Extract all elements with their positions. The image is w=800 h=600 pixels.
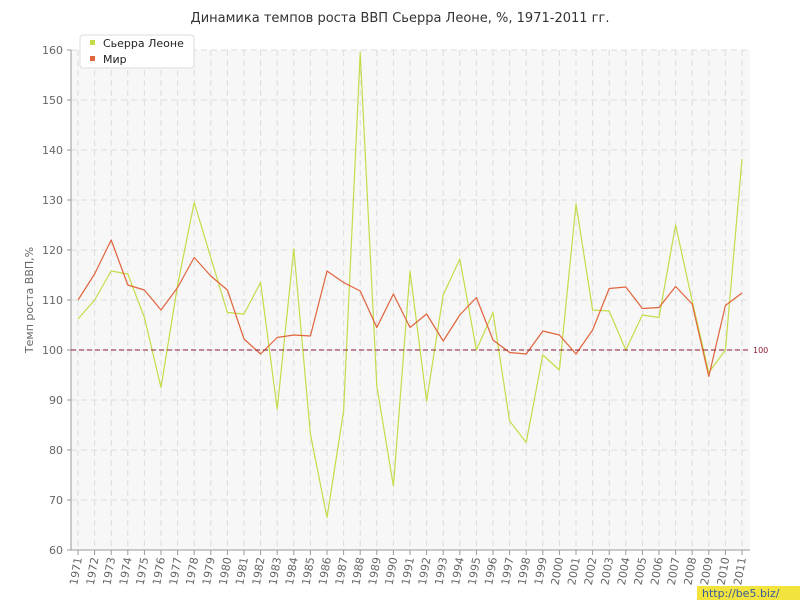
x-tick-label: 2006: [648, 556, 666, 586]
x-tick-label: 1976: [150, 556, 168, 586]
watermark: http://be5.biz/: [697, 586, 800, 600]
x-tick-label: 1994: [449, 556, 467, 586]
x-tick-label: 2002: [582, 556, 600, 586]
reference-line-group: 100: [71, 346, 768, 355]
y-tick-label: 130: [42, 194, 63, 207]
watermark-bg: [697, 586, 800, 600]
y-tick-label: 150: [42, 94, 63, 107]
y-axis-label: Темп роста ВВП,%: [23, 247, 36, 354]
x-tick-label: 1977: [167, 556, 185, 586]
legend: Сьерра Леоне Мир: [79, 34, 195, 69]
legend-label-sierra-leone: Сьерра Леоне: [103, 37, 184, 50]
y-tick-label: 80: [49, 444, 63, 457]
legend-label-world: Мир: [103, 53, 127, 66]
x-tick-label: 2003: [598, 556, 616, 586]
x-tick-label: 1986: [316, 556, 334, 586]
x-tick-label: 2001: [565, 556, 583, 586]
y-tick-label: 90: [49, 394, 63, 407]
x-tick-label: 1993: [432, 556, 450, 586]
x-tick-label: 1992: [416, 556, 434, 586]
x-tick-label: 1990: [383, 556, 401, 586]
x-tick-label: 1991: [399, 556, 417, 586]
y-tick-label: 100: [42, 344, 63, 357]
x-tick-label: 1979: [200, 556, 218, 586]
x-tick-label: 2011: [731, 556, 749, 586]
x-tick-label: 1971: [67, 556, 85, 586]
y-tick-label: 140: [42, 144, 63, 157]
x-tick-label: 2004: [615, 556, 633, 586]
axes: 6070809010011012013014015016019711972197…: [42, 44, 750, 586]
x-tick-label: 1998: [515, 556, 533, 586]
y-tick-label: 160: [42, 44, 63, 57]
series-line-1: [77, 239, 743, 378]
x-tick-label: 1995: [466, 556, 484, 586]
x-tick-label: 1982: [250, 556, 268, 586]
legend-swatch-sierra-leone: [90, 40, 95, 45]
legend-swatch-world: [90, 56, 95, 61]
series-lines: [77, 51, 743, 519]
x-tick-label: 1999: [532, 556, 550, 586]
x-tick-label: 1972: [84, 556, 102, 586]
x-tick-label: 1996: [482, 556, 500, 586]
x-tick-label: 2000: [549, 556, 567, 586]
x-tick-label: 2008: [681, 556, 699, 586]
chart-title: Динамика темпов роста ВВП Сьерра Леоне, …: [191, 11, 610, 26]
x-tick-label: 2005: [632, 556, 650, 586]
x-tick-label: 1997: [499, 556, 517, 586]
y-tick-label: 110: [42, 294, 63, 307]
reference-line-label: 100: [753, 346, 768, 355]
x-tick-label: 1988: [349, 556, 367, 586]
x-tick-label: 1981: [233, 556, 251, 586]
series-line-0: [77, 51, 743, 519]
x-tick-label: 1985: [300, 556, 318, 586]
y-tick-label: 60: [49, 544, 63, 557]
x-tick-label: 1973: [100, 556, 118, 586]
x-tick-label: 1978: [183, 556, 201, 586]
x-tick-label: 2010: [715, 556, 733, 586]
y-tick-label: 70: [49, 494, 63, 507]
y-tick-label: 120: [42, 244, 63, 257]
x-tick-label: 1984: [283, 556, 301, 586]
legend-box: [79, 34, 195, 69]
x-tick-label: 1975: [134, 556, 152, 586]
x-tick-label: 2009: [698, 556, 716, 586]
x-tick-label: 1989: [366, 556, 384, 586]
x-tick-label: 1980: [217, 556, 235, 586]
x-tick-label: 1974: [117, 556, 135, 586]
x-tick-label: 2007: [665, 556, 683, 586]
x-tick-label: 1983: [266, 556, 284, 586]
watermark-text: http://be5.biz/: [702, 587, 780, 600]
x-tick-label: 1987: [333, 556, 351, 586]
